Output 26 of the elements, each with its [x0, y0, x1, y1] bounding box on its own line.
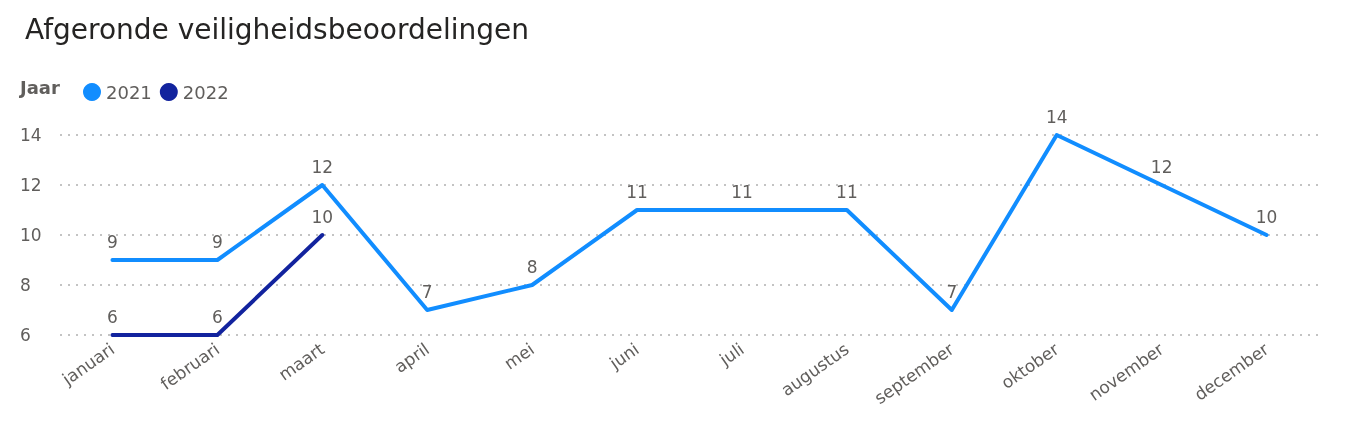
x-tick-label: mei [500, 338, 538, 374]
data-label: 6 [107, 306, 118, 327]
data-label: 12 [1150, 156, 1173, 177]
data-label: 9 [211, 231, 223, 252]
data-label: 10 [311, 206, 334, 227]
data-label: 7 [946, 281, 958, 302]
data-label: 12 [311, 156, 334, 177]
y-tick-label: 12 [20, 175, 42, 195]
data-label: 9 [107, 231, 118, 252]
y-tick-label: 14 [20, 125, 42, 145]
y-tick-label: 10 [20, 225, 42, 245]
legend-label: 2022 [182, 81, 229, 103]
y-tick-label: 6 [20, 325, 31, 345]
data-label: 8 [526, 256, 538, 277]
y-tick-label: 8 [20, 275, 31, 295]
legend-label: 2021 [106, 81, 152, 103]
data-label: 7 [421, 281, 433, 302]
data-label: 11 [731, 181, 753, 202]
legend-title: Jaar [18, 76, 60, 98]
data-label: 11 [626, 181, 648, 202]
chart-title: Afgeronde veiligheidsbeoordelingen [25, 12, 530, 46]
data-label: 10 [1255, 206, 1278, 227]
data-label: 11 [836, 181, 858, 202]
data-label: 6 [211, 306, 223, 327]
data-label: 14 [1045, 106, 1068, 127]
x-tick-label: juli [714, 338, 748, 371]
